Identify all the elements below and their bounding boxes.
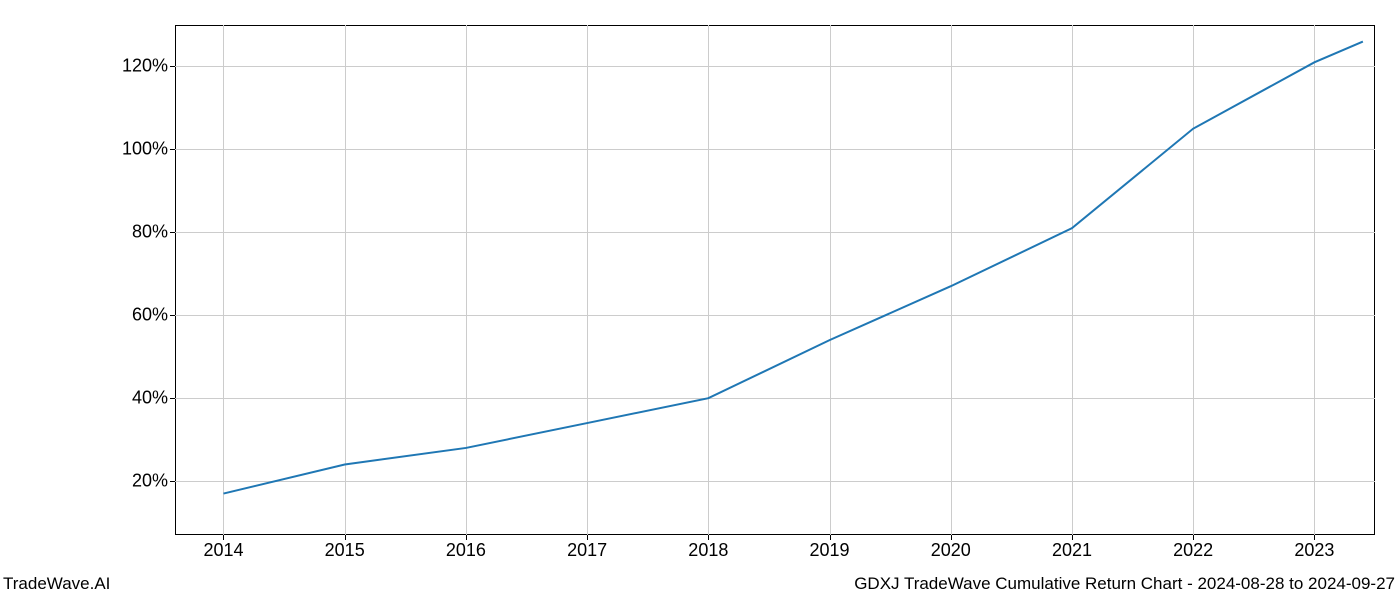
x-axis-tick-label: 2016	[446, 540, 486, 561]
footer-right-text: GDXJ TradeWave Cumulative Return Chart -…	[854, 574, 1395, 594]
x-axis-tick-label: 2023	[1294, 540, 1334, 561]
line-series-svg	[175, 25, 1375, 535]
y-axis-tick-label: 20%	[132, 471, 168, 492]
cumulative-return-line	[223, 42, 1362, 494]
x-axis-tick-label: 2021	[1052, 540, 1092, 561]
x-axis-tick-label: 2017	[567, 540, 607, 561]
x-axis-tick-label: 2019	[810, 540, 850, 561]
footer-left-text: TradeWave.AI	[3, 574, 110, 594]
x-axis-tick-label: 2014	[203, 540, 243, 561]
chart-plot-area	[175, 25, 1375, 535]
y-axis-tick-label: 100%	[122, 139, 168, 160]
y-axis-tick-label: 40%	[132, 388, 168, 409]
y-axis-tick-label: 60%	[132, 305, 168, 326]
x-axis-tick-label: 2018	[688, 540, 728, 561]
y-axis-tick-label: 80%	[132, 222, 168, 243]
x-axis-tick-label: 2022	[1173, 540, 1213, 561]
x-axis-tick-label: 2020	[931, 540, 971, 561]
x-axis-tick-label: 2015	[325, 540, 365, 561]
y-axis-tick-label: 120%	[122, 56, 168, 77]
